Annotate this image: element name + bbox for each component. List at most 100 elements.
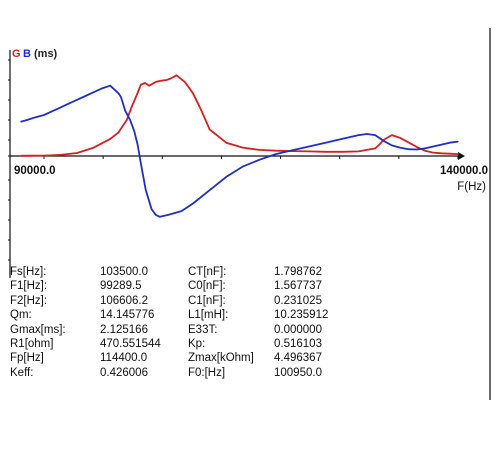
data-point-B-8	[84, 95, 86, 97]
x-axis-label: F(Hz)	[457, 181, 486, 193]
legend-entry-1: B	[23, 48, 31, 60]
chart-axes	[8, 50, 465, 278]
data-point-B-14	[124, 109, 126, 111]
data-point-B-36	[358, 134, 360, 136]
data-point-G-8	[126, 119, 128, 121]
data-point-G-34	[378, 144, 380, 146]
data-point-B-48	[457, 141, 459, 143]
data-point-B-2	[35, 116, 37, 118]
data-point-B-10	[101, 87, 103, 89]
data-point-B-21	[155, 214, 157, 216]
data-point-G-38	[407, 141, 409, 143]
param-value: 14.145776	[100, 309, 155, 322]
data-point-B-46	[440, 144, 442, 146]
data-point-G-10	[136, 94, 138, 96]
data-point-G-11	[140, 84, 142, 86]
param-label: E33T:	[188, 323, 218, 336]
param-label: Gmax[ms]:	[10, 323, 66, 336]
data-point-B-35	[349, 136, 351, 138]
data-point-B-29	[258, 159, 260, 161]
data-point-G-25	[258, 149, 260, 151]
param-value: 0.426006	[100, 366, 148, 379]
data-point-G-31	[358, 150, 360, 152]
param-label: Kp:	[188, 338, 206, 350]
data-point-G-12	[144, 82, 146, 84]
data-point-G-21	[200, 109, 202, 111]
data-point-G-6	[109, 138, 111, 140]
data-point-B-12	[117, 92, 120, 94]
data-point-B-25	[192, 202, 194, 205]
data-point-B-24	[180, 210, 182, 212]
data-point-G-13	[148, 85, 150, 87]
data-point-G-2	[43, 155, 45, 157]
param-value: 0.516103	[274, 338, 322, 350]
param-label: R1[ohm]	[10, 338, 54, 350]
param-label: L1[mH]:	[188, 309, 229, 322]
data-point-G-9	[131, 106, 133, 108]
data-point-B-47	[449, 142, 451, 144]
param-value: 1.567737	[274, 280, 322, 293]
data-point-G-3	[60, 154, 62, 156]
data-point-B-22	[159, 216, 161, 218]
x-tick-label-min: 90000.0	[14, 165, 56, 177]
legend-entry-2: (ms)	[34, 48, 58, 60]
series-line-B	[20, 84, 459, 218]
data-point-B-18	[140, 163, 142, 165]
chart-series-layer	[20, 74, 459, 218]
data-point-B-0	[20, 121, 22, 123]
data-point-B-33	[324, 142, 327, 144]
data-point-G-43	[449, 153, 451, 155]
data-point-G-37	[399, 137, 401, 139]
data-point-G-24	[242, 147, 244, 149]
data-point-B-16	[133, 130, 135, 132]
data-point-G-18	[175, 74, 178, 76]
param-value: 470.551544	[100, 338, 161, 350]
data-point-G-29	[324, 151, 327, 153]
data-point-G-39	[416, 146, 418, 148]
param-value: 100950.0	[274, 366, 322, 379]
data-point-B-26	[209, 189, 211, 191]
data-point-G-14	[155, 81, 157, 83]
data-point-B-9	[93, 91, 95, 93]
param-value: 10.235912	[274, 309, 329, 322]
data-point-B-3	[43, 114, 45, 116]
data-point-B-20	[151, 208, 153, 210]
param-value: 0.000000	[274, 323, 322, 336]
data-point-G-23	[225, 142, 227, 144]
data-point-G-44	[457, 153, 459, 155]
param-value: 106606.2	[100, 294, 148, 307]
param-label: Fs[Hz]:	[10, 266, 47, 278]
data-point-B-15	[129, 119, 131, 121]
data-point-B-27	[225, 176, 227, 178]
data-point-B-38	[374, 134, 376, 136]
data-point-B-13	[120, 96, 122, 98]
param-value: 103500.0	[100, 266, 148, 278]
param-label: C1[nF]:	[188, 294, 226, 307]
param-label: F1[Hz]:	[10, 280, 48, 293]
data-point-G-17	[170, 77, 172, 80]
x-tick-label-max: 140000.0	[440, 165, 488, 177]
data-point-B-37	[366, 133, 368, 135]
chart-labels: G B (ms) 90000.0 140000.0 F(Hz)	[12, 48, 488, 193]
data-point-B-42	[407, 148, 409, 150]
data-point-B-44	[424, 147, 426, 149]
param-label: Fp[Hz]	[10, 352, 44, 365]
data-point-B-40	[391, 144, 393, 146]
param-value: 4.496367	[274, 352, 322, 365]
legend-entry-0: G	[12, 48, 21, 60]
data-point-G-16	[165, 79, 168, 81]
param-label: F0:[Hz]	[188, 366, 226, 379]
data-point-G-28	[308, 150, 310, 152]
data-point-G-20	[192, 92, 194, 94]
series-line-G	[20, 74, 459, 157]
data-point-B-7	[76, 99, 78, 101]
data-point-G-32	[366, 149, 368, 151]
data-point-G-22	[209, 128, 211, 130]
data-point-G-33	[374, 147, 376, 149]
param-label: Qm:	[10, 309, 32, 322]
param-value: 2.125166	[100, 323, 148, 336]
param-label: C0[nF]:	[188, 280, 226, 293]
data-point-G-0	[20, 155, 22, 157]
